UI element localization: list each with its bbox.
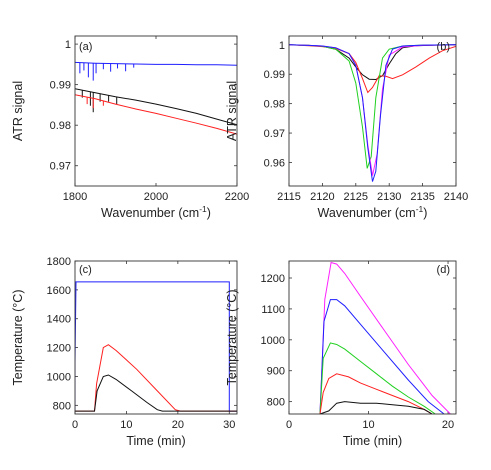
- series-line-2: [75, 88, 237, 126]
- panel-label: (d): [437, 264, 450, 276]
- x-axis-label: Time (min): [343, 434, 402, 448]
- x-tick-label: 2115: [277, 191, 301, 203]
- x-tick-label: 2120: [310, 191, 334, 203]
- series-line-3: [75, 374, 237, 412]
- x-tick-label: 0: [286, 419, 292, 431]
- panel-label: (b): [437, 41, 450, 53]
- series-line-1: [75, 61, 237, 66]
- series-group: [75, 61, 237, 135]
- x-tick-label: 30: [223, 419, 235, 431]
- series-line-3: [75, 94, 237, 135]
- x-axis-label-sup: -1: [416, 204, 424, 214]
- y-tick-label: 0.97: [50, 161, 71, 173]
- y-axis-label: ATR signal: [11, 81, 25, 141]
- series-line-5: [319, 401, 433, 414]
- plot-frame: [288, 260, 457, 415]
- y-tick-label: 1000: [261, 335, 285, 347]
- y-tick-label: 1200: [47, 343, 71, 355]
- x-axis-label-tail: ): [207, 206, 211, 220]
- x-tick-label: 2125: [344, 191, 368, 203]
- y-tick-label: 1400: [47, 314, 71, 326]
- series-line-5: [289, 44, 456, 182]
- y-tick-label: 0.97: [264, 128, 285, 140]
- y-tick-label: 900: [267, 366, 285, 378]
- y-axis-label: Temperature (°C): [225, 290, 239, 386]
- x-tick-label: 10: [120, 419, 132, 431]
- x-tick-label: 2140: [444, 191, 468, 203]
- x-tick-label: 2130: [377, 191, 401, 203]
- x-axis-label: Wavenumber (cm-1): [101, 204, 211, 220]
- plot-frame: [74, 35, 238, 187]
- x-tick-label: 2135: [410, 191, 434, 203]
- y-tick-label: 1600: [47, 285, 71, 297]
- x-tick-label: 20: [172, 419, 184, 431]
- x-axis-label-sup: -1: [199, 204, 207, 214]
- series-line-4: [289, 44, 456, 176]
- y-tick-label: 800: [267, 397, 285, 409]
- x-tick-label: 20: [442, 419, 454, 431]
- x-tick-label: 10: [362, 419, 374, 431]
- series-line-2: [319, 299, 445, 414]
- x-axis-label-tail: ): [423, 206, 427, 220]
- panel-a: 1800 2000 2200 0.97 0.98 0.99 1 (a) Wavenumber (…: [11, 35, 249, 220]
- plot-frame: [288, 35, 457, 187]
- y-tick-label: 1: [65, 39, 71, 51]
- panel-b: 2115 2120 2125 2130 2135 2140 0.96 0.97 0.98 0.99…: [225, 35, 468, 220]
- x-tick-label: 0: [72, 419, 78, 431]
- series-line-1: [319, 261, 451, 414]
- y-tick-label: 0.96: [264, 157, 285, 169]
- panel-d: 0 10 20 800 900 1000 1100 1200 (d) Time (min) Temp…: [225, 260, 457, 448]
- series-line-2: [75, 344, 237, 412]
- x-tick-label: 2000: [144, 191, 168, 203]
- y-tick-label: 800: [53, 400, 71, 412]
- series-group: [75, 281, 237, 412]
- y-tick-label: 1200: [261, 273, 285, 285]
- y-tick-label: 1000: [47, 371, 71, 383]
- y-tick-label: 1: [279, 40, 285, 52]
- series-line-1: [75, 281, 237, 412]
- y-tick-label: 0.98: [264, 99, 285, 111]
- y-tick-label: 0.99: [50, 80, 71, 92]
- series-line-1: [289, 44, 456, 81]
- series-group: [319, 261, 451, 414]
- y-axis-label: ATR signal: [225, 81, 239, 141]
- y-tick-label: 0.99: [264, 69, 285, 81]
- panel-c: 0 10 20 30 800 1000 1200 1400 1600 1800 (c) Time (m…: [11, 256, 238, 448]
- series-line-3: [289, 44, 456, 169]
- series-line-3: [319, 342, 436, 414]
- series-line-2: [289, 44, 456, 94]
- series-line-4: [319, 373, 433, 414]
- panel-label: (c): [79, 264, 92, 276]
- y-tick-label: 1100: [261, 304, 285, 316]
- y-tick-label: 1800: [47, 256, 71, 268]
- series-group: [289, 44, 456, 182]
- x-tick-label: 1800: [63, 191, 87, 203]
- y-axis-label: Temperature (°C): [11, 290, 25, 386]
- plot-frame: [74, 260, 238, 415]
- y-tick-label: 0.98: [50, 120, 71, 132]
- panel-label: (a): [79, 41, 92, 53]
- x-tick-label: 2200: [225, 191, 249, 203]
- x-axis-label: Wavenumber (cm-1): [318, 204, 428, 220]
- x-axis-label: Time (min): [126, 434, 185, 448]
